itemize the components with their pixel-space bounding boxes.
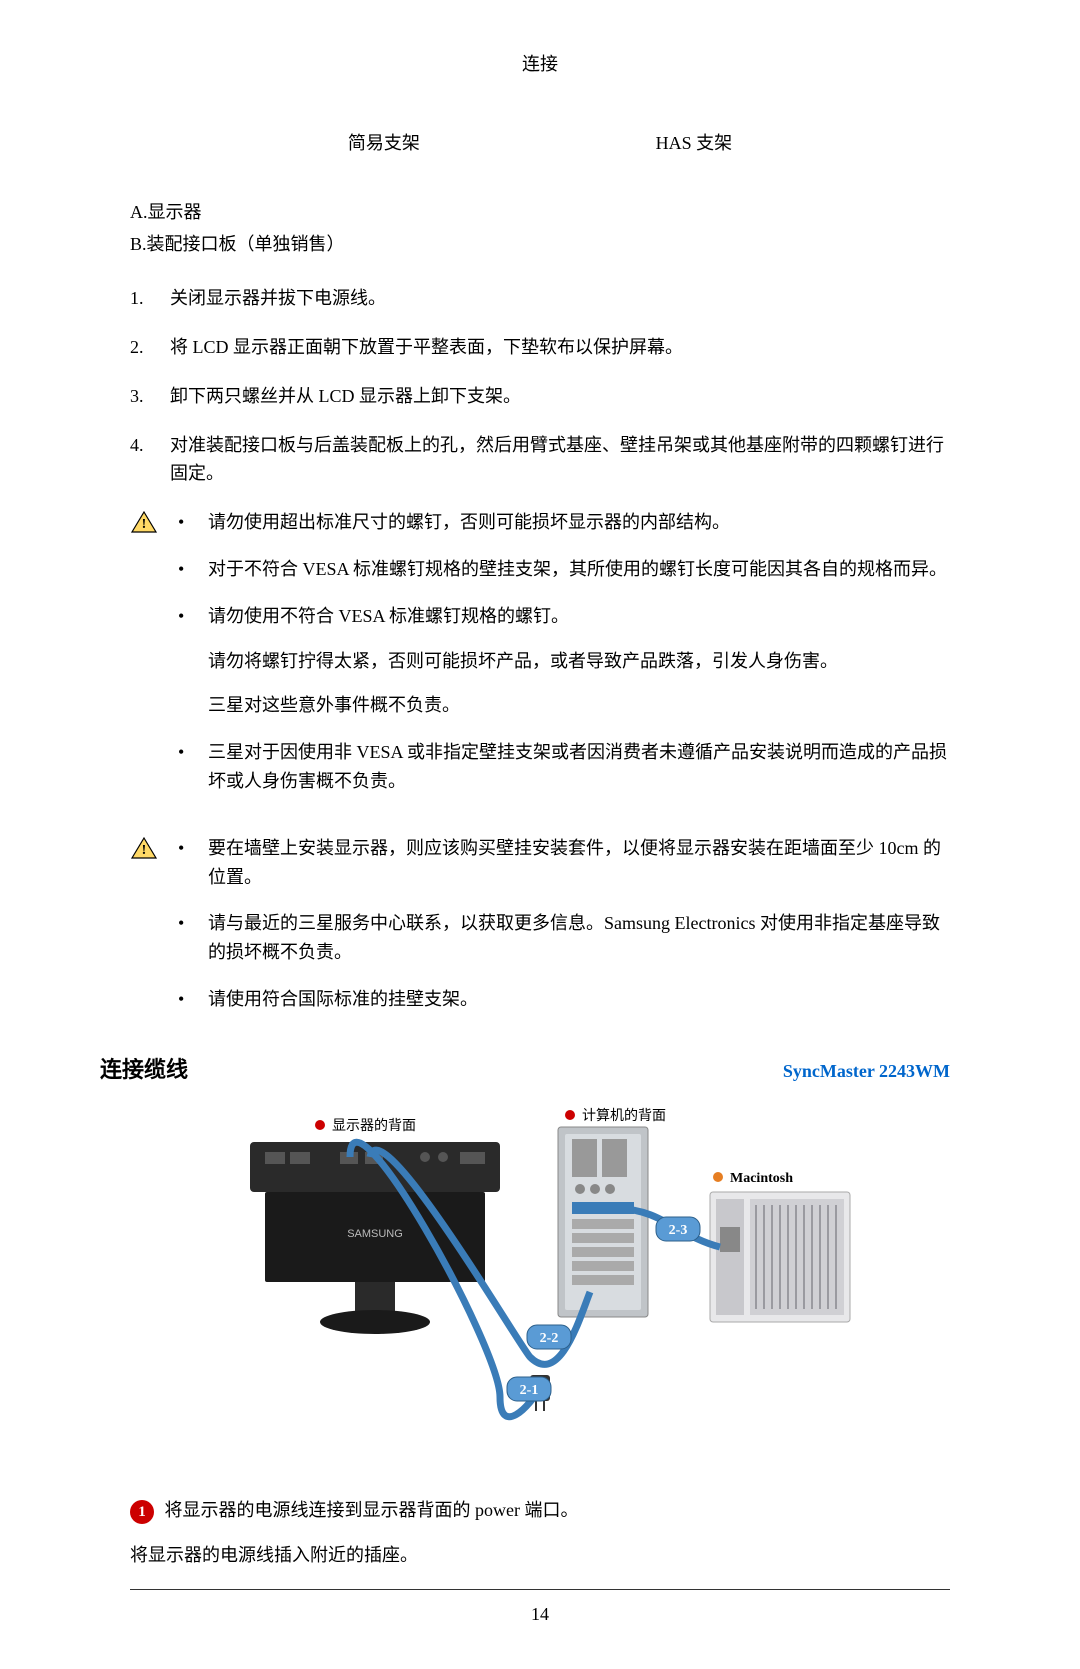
simple-stand-label: 简易支架 xyxy=(348,129,420,158)
caution-icon: ! xyxy=(130,508,170,543)
warning-block-1: ! 请勿使用超出标准尺寸的螺钉，否则可能损坏显示器的内部结构。 对于不符合 VE… xyxy=(130,508,950,814)
bottom-step-1-sub: 将显示器的电源线插入附近的插座。 xyxy=(130,1541,950,1570)
warning1-multi-l3: 三星对这些意外事件概不负责。 xyxy=(208,691,950,720)
step-2: 将 LCD 显示器正面朝下放置于平整表面，下垫软布以保护屏幕。 xyxy=(170,333,950,362)
page-number: 14 xyxy=(531,1604,549,1624)
page-footer: 14 xyxy=(130,1589,950,1629)
step-4: 对准装配接口板与后盖装配板上的孔，然后用臂式基座、壁挂吊架或其他基座附带的四颗螺… xyxy=(170,431,950,489)
step-number-badge: 1 xyxy=(130,1500,154,1524)
svg-text:!: ! xyxy=(142,843,147,858)
warning2-item-2: 请与最近的三星服务中心联系，以获取更多信息。Samsung Electronic… xyxy=(208,909,950,967)
has-stand-label: HAS 支架 xyxy=(656,129,733,158)
warning1-item-last: 三星对于因使用非 VESA 或非指定壁挂支架或者因消费者未遵循产品安装说明而造成… xyxy=(208,738,950,796)
warning2-item-3: 请使用符合国际标准的挂壁支架。 xyxy=(208,985,950,1014)
model-name: SyncMaster 2243WM xyxy=(783,1057,950,1086)
warning1-multi-l1: 请勿使用不符合 VESA 标准螺钉规格的螺钉。 xyxy=(208,602,950,631)
macintosh-label: Macintosh xyxy=(730,1171,793,1186)
callout-2-2: 2-2 xyxy=(540,1331,559,1346)
header-title: 连接 xyxy=(522,54,558,74)
bottom-step-1-text: 将显示器的电源线连接到显示器背面的 power 端口。 xyxy=(165,1500,579,1520)
monitor-back-label: 显示器的背面 xyxy=(332,1118,416,1134)
section-header: 连接 xyxy=(130,50,950,79)
step-3: 卸下两只螺丝并从 LCD 显示器上卸下支架。 xyxy=(170,382,950,411)
definition-b: B.装配接口板（单独销售） xyxy=(130,230,950,259)
callout-2-3: 2-3 xyxy=(669,1223,688,1238)
warning-block-2: ! 要在墙壁上安装显示器，则应该购买壁挂安装套件，以便将显示器安装在距墙面至少 … xyxy=(130,834,950,1032)
bottom-steps: 1 将显示器的电源线连接到显示器背面的 power 端口。 将显示器的电源线插入… xyxy=(130,1496,950,1570)
section-title-row: 连接缆线 SyncMaster 2243WM xyxy=(130,1052,950,1087)
svg-text:!: ! xyxy=(142,517,147,532)
step-1: 关闭显示器并拔下电源线。 xyxy=(170,284,950,313)
connection-diagram: 显示器的背面 计算机的背面 Macintosh SAMSUNG xyxy=(130,1097,950,1456)
monitor-brand: SAMSUNG xyxy=(347,1228,403,1240)
callout-2-1: 2-1 xyxy=(520,1383,539,1398)
caution-icon: ! xyxy=(130,834,170,869)
warning1-multi-l2: 请勿将螺钉拧得太紧，否则可能损坏产品，或者导致产品跌落，引发人身伤害。 xyxy=(208,647,950,676)
warning1-item-1: 请勿使用超出标准尺寸的螺钉，否则可能损坏显示器的内部结构。 xyxy=(208,508,950,537)
warning2-item-1: 要在墙壁上安装显示器，则应该购买壁挂安装套件，以便将显示器安装在距墙面至少 10… xyxy=(208,834,950,892)
computer-back-label: 计算机的背面 xyxy=(582,1108,666,1124)
steps-list: 关闭显示器并拔下电源线。 将 LCD 显示器正面朝下放置于平整表面，下垫软布以保… xyxy=(130,284,950,488)
warning1-item-2: 对于不符合 VESA 标准螺钉规格的壁挂支架，其所使用的螺钉长度可能因其各自的规… xyxy=(208,555,950,584)
stand-labels-row: 简易支架 HAS 支架 xyxy=(130,129,950,158)
definition-a: A.显示器 xyxy=(130,198,950,227)
definitions-list: A.显示器 B.装配接口板（单独销售） xyxy=(130,198,950,260)
section-title: 连接缆线 xyxy=(100,1052,188,1087)
warning1-multi: 请勿使用不符合 VESA 标准螺钉规格的螺钉。 请勿将螺钉拧得太紧，否则可能损坏… xyxy=(208,602,950,720)
